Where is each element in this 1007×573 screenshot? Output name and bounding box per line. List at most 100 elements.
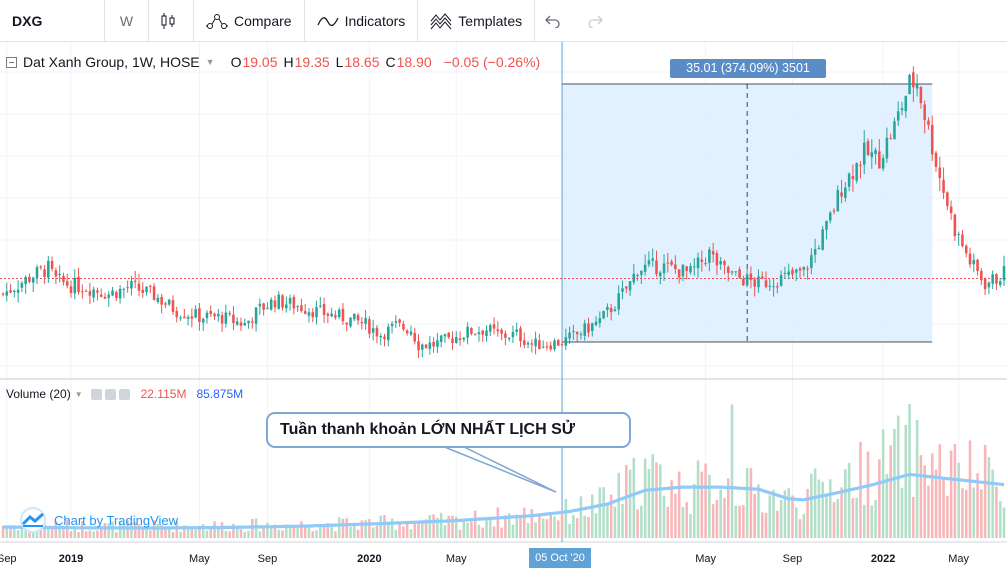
candle-body [47, 260, 50, 278]
candle-body [20, 283, 24, 288]
candle-body [526, 343, 530, 345]
candle-body [228, 313, 231, 315]
candle-body [553, 340, 556, 350]
candle-body [885, 137, 889, 159]
candle-body [776, 286, 779, 288]
candle-body [387, 326, 390, 341]
candle-body [670, 261, 673, 265]
candle-body [817, 248, 821, 250]
volume-bar [636, 509, 639, 538]
candle-body [500, 329, 503, 334]
volume-bar [934, 469, 938, 538]
volume-bar [912, 496, 915, 538]
candle-body [862, 142, 866, 165]
volume-bar [832, 502, 836, 538]
redo-button[interactable] [577, 0, 619, 42]
symbol-search[interactable]: DXG [0, 0, 105, 42]
volume-bar [73, 526, 77, 538]
volume-bar [466, 522, 469, 538]
volume-bar [810, 473, 813, 538]
candle-body [704, 263, 707, 265]
candle-body [522, 340, 526, 345]
candle-body [651, 258, 654, 261]
volume-bar [549, 512, 552, 538]
collapse-icon[interactable] [6, 56, 17, 68]
volume-bar [730, 404, 734, 538]
candle-body [421, 344, 424, 350]
time-axis-label: Sep [0, 553, 17, 565]
close-value: 18.90 [396, 54, 432, 70]
candle-body [311, 312, 315, 318]
volume-bar [115, 532, 118, 538]
volume-bar [572, 515, 575, 538]
interval-button[interactable]: W [105, 0, 149, 42]
candle-body [447, 332, 451, 338]
candle-body [118, 288, 122, 299]
templates-button[interactable]: Templates [418, 0, 536, 42]
candle-body [455, 337, 458, 343]
chevron-down-icon[interactable]: ▼ [74, 389, 83, 399]
undo-button[interactable] [535, 0, 577, 42]
candle-body [54, 270, 58, 277]
candle-body [24, 277, 27, 284]
annotation-callout[interactable]: Tuần thanh khoản LỚN NHẤT LỊCH SỬ [266, 412, 631, 448]
volume-bar [538, 514, 541, 538]
chart-style-button[interactable] [149, 0, 194, 42]
candle-body [881, 158, 885, 169]
candle-body [99, 294, 103, 297]
indicators-button[interactable]: Indicators [305, 0, 419, 42]
candle-body [779, 275, 783, 286]
candle-body [213, 313, 216, 317]
time-axis-label: May [189, 553, 210, 565]
chevron-down-icon[interactable]: ▼ [205, 57, 215, 67]
volume-bar [205, 530, 209, 538]
volume-bar [31, 528, 35, 538]
candle-body [896, 111, 900, 121]
volume-bar [167, 526, 171, 538]
candle-body [167, 299, 171, 305]
volume-bar [92, 531, 95, 538]
volume-bar [779, 499, 783, 538]
compare-button[interactable]: Compare [194, 0, 305, 42]
volume-bar [300, 521, 303, 538]
candle-body [92, 289, 95, 298]
gear-icon[interactable] [104, 388, 116, 400]
volume-bar [704, 463, 707, 538]
volume-bar [334, 531, 337, 538]
volume-bar [734, 505, 738, 538]
candle-body [432, 341, 435, 347]
candle-body [692, 266, 696, 268]
volume-bar [545, 519, 549, 538]
candle-body [492, 324, 496, 329]
candle-body [575, 332, 579, 335]
volume-bar [530, 509, 534, 538]
volume-bar [606, 503, 609, 538]
candle-body [745, 274, 749, 286]
candle-body [186, 316, 190, 319]
candle-body [802, 266, 806, 270]
redo-icon [588, 15, 604, 28]
candle-body [266, 307, 269, 309]
volume-bar [383, 515, 386, 538]
volume-bar [243, 531, 247, 538]
volume-bar [353, 522, 356, 538]
candle-body [319, 305, 322, 307]
volume-bar [462, 521, 466, 538]
candle-body [194, 309, 197, 318]
candle-body [889, 137, 892, 139]
candle-body [149, 286, 152, 288]
candle-body [84, 290, 88, 292]
price-chart[interactable] [0, 42, 1007, 573]
close-icon[interactable] [118, 388, 130, 400]
volume-bar [488, 519, 492, 538]
candle-body [334, 315, 337, 318]
candle-body [5, 291, 9, 296]
candle-body [530, 343, 534, 345]
tradingview-watermark[interactable]: Chart by TradingView [18, 507, 178, 533]
volume-bar [1, 525, 5, 538]
candle-body [443, 334, 447, 337]
volume-bar [368, 519, 371, 538]
candle-body [439, 335, 443, 342]
volume-bar [511, 524, 515, 538]
eye-icon[interactable] [90, 388, 102, 400]
